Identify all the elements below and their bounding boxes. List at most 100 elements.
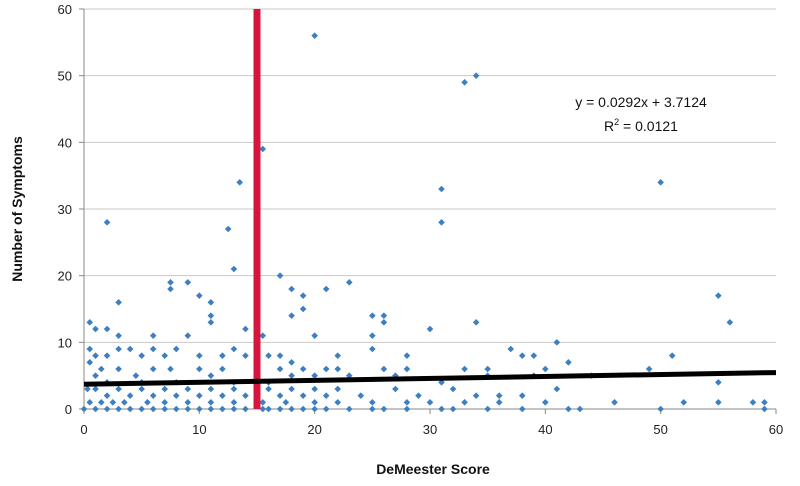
x-tick-label: 40 (538, 422, 552, 437)
data-point (196, 392, 203, 399)
data-point (715, 399, 722, 406)
data-point (438, 219, 445, 226)
data-point (518, 352, 526, 359)
data-point (276, 352, 284, 359)
data-point (103, 405, 111, 413)
data-point (761, 399, 768, 406)
data-point (242, 325, 249, 333)
data-point (172, 392, 180, 399)
data-point (265, 405, 272, 413)
data-point (726, 319, 734, 326)
data-point (565, 405, 572, 413)
data-point (84, 385, 91, 393)
data-point (98, 399, 105, 406)
data-point (334, 352, 342, 359)
data-point (518, 405, 526, 413)
data-point (311, 32, 318, 39)
data-points (80, 32, 768, 413)
data-point (282, 399, 290, 406)
data-point (224, 225, 232, 233)
gridlines (84, 8, 776, 343)
data-point (484, 405, 491, 413)
y-tick-label: 50 (58, 69, 72, 84)
data-point (507, 345, 515, 353)
data-point (144, 399, 151, 406)
data-point (219, 405, 226, 413)
data-point (219, 392, 226, 399)
data-point (161, 385, 169, 393)
r-squared-label: R2 = 0.0121 (604, 117, 678, 134)
data-point (380, 319, 388, 326)
data-point (288, 359, 295, 366)
data-point (172, 405, 180, 413)
data-point (334, 399, 342, 406)
data-point (438, 379, 445, 386)
data-point (230, 399, 238, 406)
data-point (495, 392, 503, 399)
data-point (449, 385, 457, 393)
data-point (207, 405, 215, 413)
data-point (288, 285, 295, 293)
data-point (749, 399, 757, 406)
data-point (92, 385, 99, 393)
data-point (426, 399, 434, 406)
data-point (115, 365, 122, 373)
data-point (86, 345, 94, 353)
data-point (115, 299, 122, 306)
x-tick-label: 20 (307, 422, 321, 437)
r-squared-prefix: R (604, 118, 614, 134)
data-point (322, 285, 330, 293)
x-tick-label: 0 (80, 422, 87, 437)
data-point (472, 72, 480, 79)
data-point (657, 405, 664, 413)
data-point (161, 352, 169, 359)
data-point (219, 352, 226, 359)
data-point (92, 372, 99, 379)
data-point (415, 392, 422, 399)
data-point (259, 399, 267, 406)
data-point (392, 372, 399, 379)
data-point (565, 359, 572, 366)
data-point (103, 219, 111, 226)
trendline (83, 370, 777, 387)
data-point (230, 265, 238, 273)
data-point (184, 399, 192, 406)
data-point (403, 352, 411, 359)
data-point (132, 372, 140, 379)
y-tick-label: 10 (58, 335, 72, 350)
data-point (230, 345, 238, 353)
data-point (184, 332, 192, 339)
data-point (438, 405, 445, 413)
y-tick-label: 0 (65, 402, 72, 417)
data-point (196, 292, 203, 299)
data-point (242, 405, 249, 413)
data-point (184, 279, 192, 286)
data-point (461, 399, 468, 406)
data-point (369, 399, 376, 406)
r-squared-exponent: 2 (614, 117, 619, 127)
data-point (380, 405, 388, 413)
data-point (761, 405, 768, 413)
data-point (668, 352, 676, 359)
data-point (311, 372, 318, 379)
y-axis-title: Number of Symptoms (9, 136, 25, 282)
data-point (311, 332, 318, 339)
data-point (645, 365, 653, 373)
data-point (322, 392, 330, 399)
data-point (472, 319, 480, 326)
data-point (715, 292, 722, 299)
data-point (207, 299, 215, 306)
data-point (86, 319, 94, 326)
y-axis-ticks: 0 10 20 30 40 50 60 (58, 2, 84, 417)
data-point (426, 325, 434, 333)
data-point (115, 385, 122, 393)
data-point (207, 399, 215, 406)
data-point (322, 405, 330, 413)
data-point (553, 385, 561, 393)
data-point (461, 79, 468, 86)
data-point (196, 365, 203, 373)
data-point (138, 405, 145, 413)
data-point (484, 365, 491, 373)
data-point (138, 352, 145, 359)
